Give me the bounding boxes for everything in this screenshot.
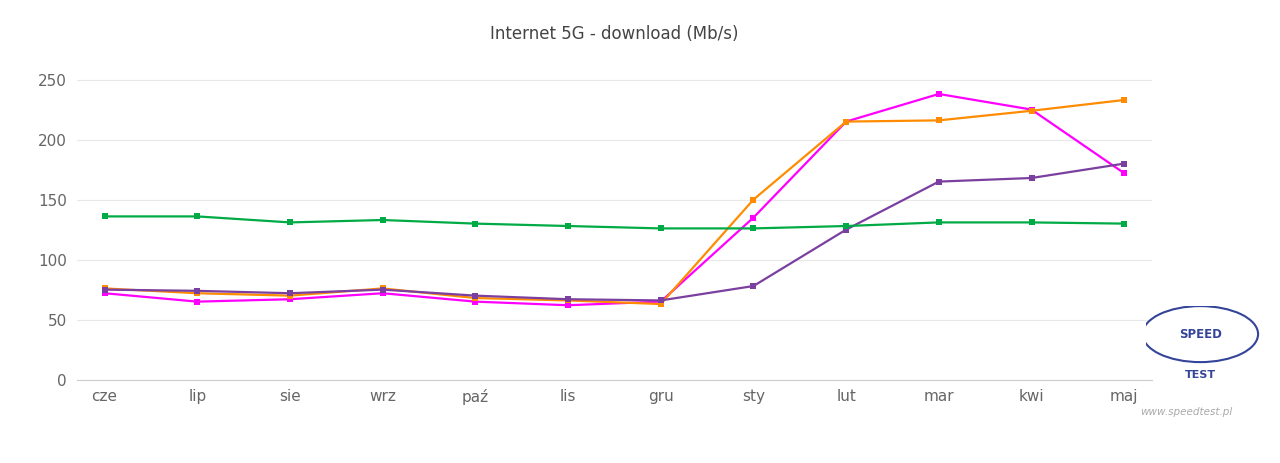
Plus xyxy=(375,217,390,223)
Text: TEST: TEST xyxy=(1185,370,1216,380)
Plus xyxy=(931,219,946,225)
Play xyxy=(653,298,668,303)
T-Mobile xyxy=(375,290,390,296)
T-Mobile xyxy=(931,91,946,97)
Orange xyxy=(283,293,298,299)
Orange xyxy=(375,286,390,291)
Plus xyxy=(283,219,298,225)
Play xyxy=(1024,175,1039,181)
Plus xyxy=(467,221,483,226)
Play xyxy=(931,179,946,184)
Play xyxy=(561,296,576,302)
Play xyxy=(838,227,854,232)
Plus xyxy=(746,225,762,231)
Plus xyxy=(561,223,576,229)
Line: Plus: Plus xyxy=(101,213,1128,232)
T-Mobile xyxy=(838,119,854,125)
Orange xyxy=(931,118,946,123)
Play xyxy=(1116,161,1132,166)
Plus xyxy=(653,225,668,231)
Play xyxy=(746,283,762,289)
Plus xyxy=(1024,219,1039,225)
T-Mobile xyxy=(97,290,113,296)
Text: SPEED: SPEED xyxy=(1179,328,1221,341)
Orange xyxy=(1024,108,1039,113)
Orange xyxy=(561,298,576,303)
Play xyxy=(375,287,390,293)
Orange xyxy=(97,286,113,291)
Line: T-Mobile: T-Mobile xyxy=(101,90,1128,309)
T-Mobile xyxy=(283,296,298,302)
Line: Orange: Orange xyxy=(101,96,1128,307)
Plus xyxy=(838,223,854,229)
Play xyxy=(97,287,113,293)
T-Mobile xyxy=(653,299,668,304)
Plus xyxy=(189,213,205,219)
Legend: T-Mobile, Orange, Play, Plus: T-Mobile, Orange, Play, Plus xyxy=(401,458,828,463)
T-Mobile xyxy=(467,299,483,304)
Line: Play: Play xyxy=(101,160,1128,304)
Orange xyxy=(1116,97,1132,103)
T-Mobile xyxy=(189,299,205,304)
Orange xyxy=(653,301,668,307)
Orange xyxy=(467,295,483,301)
T-Mobile xyxy=(1116,170,1132,176)
Orange xyxy=(189,290,205,296)
Title: Internet 5G - download (Mb/s): Internet 5G - download (Mb/s) xyxy=(490,25,739,43)
T-Mobile xyxy=(746,215,762,220)
Play xyxy=(189,288,205,294)
Text: www.speedtest.pl: www.speedtest.pl xyxy=(1140,407,1233,417)
Plus xyxy=(97,213,113,219)
Orange xyxy=(746,197,762,202)
Plus xyxy=(1116,221,1132,226)
Orange xyxy=(838,119,854,125)
T-Mobile xyxy=(561,302,576,308)
Play xyxy=(283,290,298,296)
Play xyxy=(467,293,483,299)
T-Mobile xyxy=(1024,107,1039,113)
